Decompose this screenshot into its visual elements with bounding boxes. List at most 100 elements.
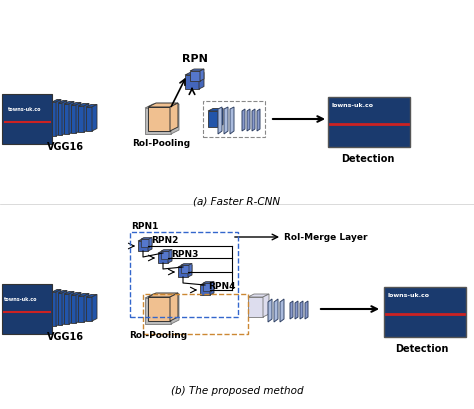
Text: RPN4: RPN4 xyxy=(208,282,236,291)
Polygon shape xyxy=(58,103,62,135)
Bar xyxy=(328,97,410,147)
Bar xyxy=(2,284,52,334)
Polygon shape xyxy=(148,293,178,297)
Text: Detection: Detection xyxy=(341,154,395,164)
Polygon shape xyxy=(78,294,89,296)
Text: (b) The proposed method: (b) The proposed method xyxy=(171,386,303,396)
Polygon shape xyxy=(168,251,172,263)
Polygon shape xyxy=(242,109,245,131)
Polygon shape xyxy=(148,297,170,321)
Polygon shape xyxy=(145,108,171,134)
Polygon shape xyxy=(252,109,255,131)
Polygon shape xyxy=(300,301,303,319)
Polygon shape xyxy=(210,283,214,295)
Polygon shape xyxy=(84,103,89,132)
Polygon shape xyxy=(170,293,178,321)
Polygon shape xyxy=(58,290,67,293)
Polygon shape xyxy=(178,265,192,267)
Polygon shape xyxy=(248,294,269,297)
Polygon shape xyxy=(158,253,168,263)
Text: lowns-uk.co: lowns-uk.co xyxy=(332,103,374,108)
Polygon shape xyxy=(189,263,192,273)
Polygon shape xyxy=(230,107,234,134)
Text: RoI-Pooling: RoI-Pooling xyxy=(129,331,187,340)
Polygon shape xyxy=(290,301,293,319)
Polygon shape xyxy=(71,103,81,105)
Text: towns-uk.co: towns-uk.co xyxy=(8,107,42,112)
Text: RPN1: RPN1 xyxy=(131,222,159,231)
Polygon shape xyxy=(185,72,204,75)
Polygon shape xyxy=(86,294,97,297)
Polygon shape xyxy=(86,107,92,131)
Polygon shape xyxy=(203,283,211,291)
Polygon shape xyxy=(149,238,152,247)
Text: VGG16: VGG16 xyxy=(46,142,83,152)
Polygon shape xyxy=(200,283,214,285)
Text: RPN: RPN xyxy=(182,54,208,64)
Polygon shape xyxy=(208,111,218,127)
Text: RPN3: RPN3 xyxy=(171,250,199,259)
Text: lowns-uk.co: lowns-uk.co xyxy=(388,293,430,298)
Polygon shape xyxy=(64,104,69,134)
Polygon shape xyxy=(58,293,62,325)
Polygon shape xyxy=(71,105,76,133)
Bar xyxy=(384,287,466,337)
Bar xyxy=(2,94,52,144)
Text: RoI-Merge Layer: RoI-Merge Layer xyxy=(284,232,367,241)
Polygon shape xyxy=(171,104,179,134)
Polygon shape xyxy=(92,294,97,321)
Polygon shape xyxy=(305,301,308,319)
Polygon shape xyxy=(208,108,223,111)
Polygon shape xyxy=(52,292,56,326)
Polygon shape xyxy=(161,249,172,251)
Polygon shape xyxy=(58,101,67,103)
Polygon shape xyxy=(64,292,74,294)
Polygon shape xyxy=(185,75,199,89)
Polygon shape xyxy=(148,107,170,131)
Polygon shape xyxy=(263,294,269,317)
Polygon shape xyxy=(188,265,192,277)
Polygon shape xyxy=(145,294,179,298)
Text: VGG16: VGG16 xyxy=(46,332,83,342)
Polygon shape xyxy=(181,263,192,265)
Polygon shape xyxy=(199,72,204,89)
Polygon shape xyxy=(78,296,84,322)
Bar xyxy=(203,101,265,137)
Polygon shape xyxy=(78,106,84,132)
Polygon shape xyxy=(171,294,179,324)
Polygon shape xyxy=(138,239,152,241)
Polygon shape xyxy=(56,290,61,326)
Polygon shape xyxy=(257,109,260,131)
Polygon shape xyxy=(211,281,214,291)
Polygon shape xyxy=(71,295,76,323)
Polygon shape xyxy=(145,104,179,108)
Polygon shape xyxy=(295,301,298,319)
Polygon shape xyxy=(62,290,67,325)
Polygon shape xyxy=(84,294,89,322)
Polygon shape xyxy=(218,107,222,134)
Polygon shape xyxy=(145,298,171,324)
Polygon shape xyxy=(158,251,172,253)
Polygon shape xyxy=(247,109,250,131)
Polygon shape xyxy=(141,238,152,239)
Text: RPN2: RPN2 xyxy=(151,236,179,245)
Polygon shape xyxy=(76,103,81,133)
Polygon shape xyxy=(248,297,263,317)
Polygon shape xyxy=(86,297,92,321)
Polygon shape xyxy=(268,299,272,322)
Polygon shape xyxy=(148,103,178,107)
Bar xyxy=(143,294,248,334)
Polygon shape xyxy=(170,103,178,131)
Polygon shape xyxy=(274,299,278,322)
Polygon shape xyxy=(62,101,67,135)
Polygon shape xyxy=(76,292,81,323)
Polygon shape xyxy=(280,299,284,322)
Polygon shape xyxy=(200,285,210,295)
Polygon shape xyxy=(52,102,56,136)
Polygon shape xyxy=(203,281,214,283)
Polygon shape xyxy=(86,105,97,107)
Polygon shape xyxy=(52,99,61,102)
Polygon shape xyxy=(190,71,200,81)
Polygon shape xyxy=(78,103,89,106)
Bar xyxy=(130,232,238,317)
